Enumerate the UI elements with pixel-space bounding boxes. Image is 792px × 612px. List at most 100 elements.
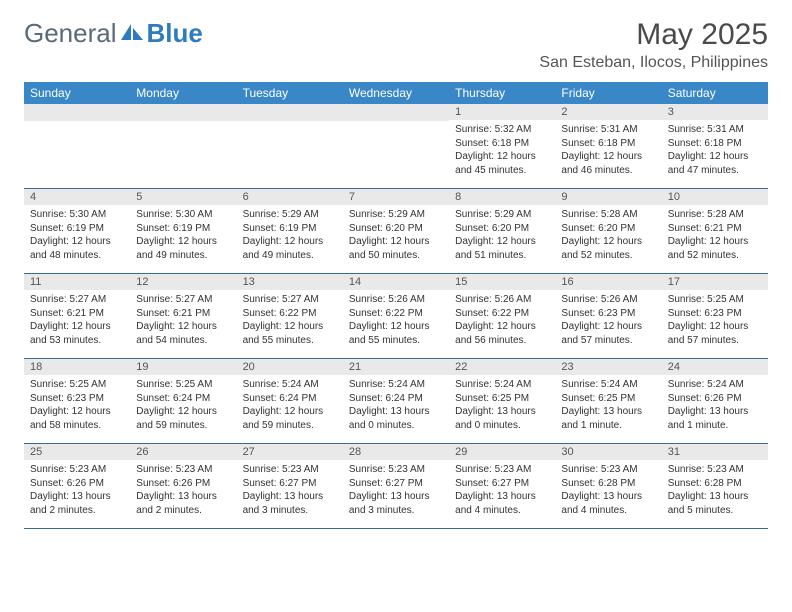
day-details: Sunrise: 5:29 AMSunset: 6:20 PMDaylight:… xyxy=(343,205,449,266)
day-number: 15 xyxy=(449,274,555,290)
day-details: Sunrise: 5:26 AMSunset: 6:22 PMDaylight:… xyxy=(449,290,555,351)
calendar-week-row: 11Sunrise: 5:27 AMSunset: 6:21 PMDayligh… xyxy=(24,274,768,359)
day-number: 13 xyxy=(237,274,343,290)
calendar-day-empty xyxy=(343,104,449,188)
sunrise-line: Sunrise: 5:26 AM xyxy=(349,293,443,307)
day-number: 22 xyxy=(449,359,555,375)
daylight-line: Daylight: 12 hours and 55 minutes. xyxy=(243,320,337,347)
calendar-day-cell: 26Sunrise: 5:23 AMSunset: 6:26 PMDayligh… xyxy=(130,444,236,528)
sunset-line: Sunset: 6:19 PM xyxy=(30,222,124,236)
calendar-week-row: 4Sunrise: 5:30 AMSunset: 6:19 PMDaylight… xyxy=(24,189,768,274)
day-details: Sunrise: 5:27 AMSunset: 6:21 PMDaylight:… xyxy=(130,290,236,351)
day-number: 9 xyxy=(555,189,661,205)
sunrise-line: Sunrise: 5:23 AM xyxy=(30,463,124,477)
brand-part1: General xyxy=(24,18,117,49)
day-number: 7 xyxy=(343,189,449,205)
calendar-day-cell: 4Sunrise: 5:30 AMSunset: 6:19 PMDaylight… xyxy=(24,189,130,273)
calendar-day-empty xyxy=(237,104,343,188)
daylight-line: Daylight: 13 hours and 2 minutes. xyxy=(136,490,230,517)
day-number: 27 xyxy=(237,444,343,460)
day-details: Sunrise: 5:27 AMSunset: 6:21 PMDaylight:… xyxy=(24,290,130,351)
day-details: Sunrise: 5:29 AMSunset: 6:20 PMDaylight:… xyxy=(449,205,555,266)
sunset-line: Sunset: 6:18 PM xyxy=(668,137,762,151)
sunset-line: Sunset: 6:27 PM xyxy=(349,477,443,491)
daylight-line: Daylight: 12 hours and 45 minutes. xyxy=(455,150,549,177)
calendar-day-cell: 16Sunrise: 5:26 AMSunset: 6:23 PMDayligh… xyxy=(555,274,661,358)
sunset-line: Sunset: 6:26 PM xyxy=(136,477,230,491)
daylight-line: Daylight: 13 hours and 4 minutes. xyxy=(455,490,549,517)
sunset-line: Sunset: 6:26 PM xyxy=(668,392,762,406)
sunset-line: Sunset: 6:23 PM xyxy=(561,307,655,321)
day-number: 17 xyxy=(662,274,768,290)
day-details: Sunrise: 5:31 AMSunset: 6:18 PMDaylight:… xyxy=(662,120,768,181)
sunrise-line: Sunrise: 5:27 AM xyxy=(136,293,230,307)
sunset-line: Sunset: 6:20 PM xyxy=(561,222,655,236)
calendar-day-cell: 2Sunrise: 5:31 AMSunset: 6:18 PMDaylight… xyxy=(555,104,661,188)
dayheader-wednesday: Wednesday xyxy=(343,82,449,104)
calendar-day-cell: 24 Sunrise: 5:24 AMSunset: 6:26 PMDayligh… xyxy=(662,359,768,443)
day-number: 10 xyxy=(662,189,768,205)
day-details: Sunrise: 5:25 AMSunset: 6:23 PMDaylight:… xyxy=(24,375,130,436)
sunset-line: Sunset: 6:21 PM xyxy=(30,307,124,321)
day-number: 21 xyxy=(343,359,449,375)
day-number: 29 xyxy=(449,444,555,460)
brand-part2: Blue xyxy=(147,18,203,49)
sunset-line: Sunset: 6:19 PM xyxy=(243,222,337,236)
day-number: 23 xyxy=(555,359,661,375)
sunrise-line: Sunrise: 5:23 AM xyxy=(349,463,443,477)
sunrise-line: Sunrise: 5:32 AM xyxy=(455,123,549,137)
daylight-line: Daylight: 12 hours and 50 minutes. xyxy=(349,235,443,262)
day-number xyxy=(24,104,130,121)
calendar-day-cell: 8Sunrise: 5:29 AMSunset: 6:20 PMDaylight… xyxy=(449,189,555,273)
daylight-line: Daylight: 12 hours and 46 minutes. xyxy=(561,150,655,177)
day-number: 12 xyxy=(130,274,236,290)
daylight-line: Daylight: 12 hours and 48 minutes. xyxy=(30,235,124,262)
sunrise-line: Sunrise: 5:23 AM xyxy=(561,463,655,477)
daylight-line: Daylight: 12 hours and 58 minutes. xyxy=(30,405,124,432)
day-number: 1 xyxy=(449,104,555,120)
daylight-line: Daylight: 13 hours and 4 minutes. xyxy=(561,490,655,517)
day-details: Sunrise: 5:23 AMSunset: 6:27 PMDaylight:… xyxy=(237,460,343,521)
sunset-line: Sunset: 6:27 PM xyxy=(455,477,549,491)
sunrise-line: Sunrise: 5:29 AM xyxy=(349,208,443,222)
sunrise-line: Sunrise: 5:27 AM xyxy=(30,293,124,307)
day-details: Sunrise: 5:23 AMSunset: 6:27 PMDaylight:… xyxy=(449,460,555,521)
calendar-body: 1 Sunrise: 5:32 AM Sunset: 6:18 PM Daylight… xyxy=(24,104,768,529)
calendar-day-cell: 27Sunrise: 5:23 AMSunset: 6:27 PMDayligh… xyxy=(237,444,343,528)
dayheader-tuesday: Tuesday xyxy=(237,82,343,104)
daylight-line: Daylight: 13 hours and 1 minute. xyxy=(668,405,762,432)
day-details: Sunrise: 5:29 AMSunset: 6:19 PMDaylight:… xyxy=(237,205,343,266)
day-details: Sunrise: 5:23 AMSunset: 6:27 PMDaylight:… xyxy=(343,460,449,521)
sunset-line: Sunset: 6:23 PM xyxy=(30,392,124,406)
sunset-line: Sunset: 6:27 PM xyxy=(243,477,337,491)
calendar-day-cell: 31Sunrise: 5:23 AMSunset: 6:28 PMDayligh… xyxy=(662,444,768,528)
day-details: Sunrise: 5:30 AMSunset: 6:19 PMDaylight:… xyxy=(24,205,130,266)
day-number: 24 xyxy=(662,359,768,375)
sunrise-line: Sunrise: 5:27 AM xyxy=(243,293,337,307)
sunset-line: Sunset: 6:24 PM xyxy=(243,392,337,406)
calendar-week-row: 18Sunrise: 5:25 AMSunset: 6:23 PMDayligh… xyxy=(24,359,768,444)
day-details: Sunrise: 5:26 AMSunset: 6:22 PMDaylight:… xyxy=(343,290,449,351)
calendar-day-empty xyxy=(130,104,236,188)
sunset-line: Sunset: 6:28 PM xyxy=(561,477,655,491)
calendar-day-cell: 7Sunrise: 5:29 AMSunset: 6:20 PMDaylight… xyxy=(343,189,449,273)
day-details: Sunrise: 5:24 AMSunset: 6:24 PMDaylight:… xyxy=(343,375,449,436)
calendar-day-cell: 6Sunrise: 5:29 AMSunset: 6:19 PMDaylight… xyxy=(237,189,343,273)
sunset-line: Sunset: 6:22 PM xyxy=(455,307,549,321)
sunrise-line: Sunrise: 5:24 AM xyxy=(349,378,443,392)
brand-logo: General Blue xyxy=(24,18,203,49)
sunset-line: Sunset: 6:23 PM xyxy=(668,307,762,321)
calendar-day-cell: 1Sunrise: 5:32 AMSunset: 6:18 PMDaylight… xyxy=(449,104,555,188)
sunrise-line: Sunrise: 5:25 AM xyxy=(30,378,124,392)
day-details: Sunrise: 5:25 AMSunset: 6:24 PMDaylight:… xyxy=(130,375,236,436)
daylight-line: Daylight: 12 hours and 51 minutes. xyxy=(455,235,549,262)
day-number: 30 xyxy=(555,444,661,460)
daylight-line: Daylight: 13 hours and 2 minutes. xyxy=(30,490,124,517)
day-number: 26 xyxy=(130,444,236,460)
sunrise-line: Sunrise: 5:24 AM xyxy=(668,378,762,392)
calendar-week-row: 1 Sunrise: 5:32 AM Sunset: 6:18 PM Daylight… xyxy=(24,104,768,189)
calendar-day-cell: 30 Sunrise: 5:23 AMSunset: 6:28 PMDayligh… xyxy=(555,444,661,528)
sunset-line: Sunset: 6:22 PM xyxy=(349,307,443,321)
daylight-line: Daylight: 12 hours and 56 minutes. xyxy=(455,320,549,347)
calendar-day-cell: 21Sunrise: 5:24 AMSunset: 6:24 PMDayligh… xyxy=(343,359,449,443)
